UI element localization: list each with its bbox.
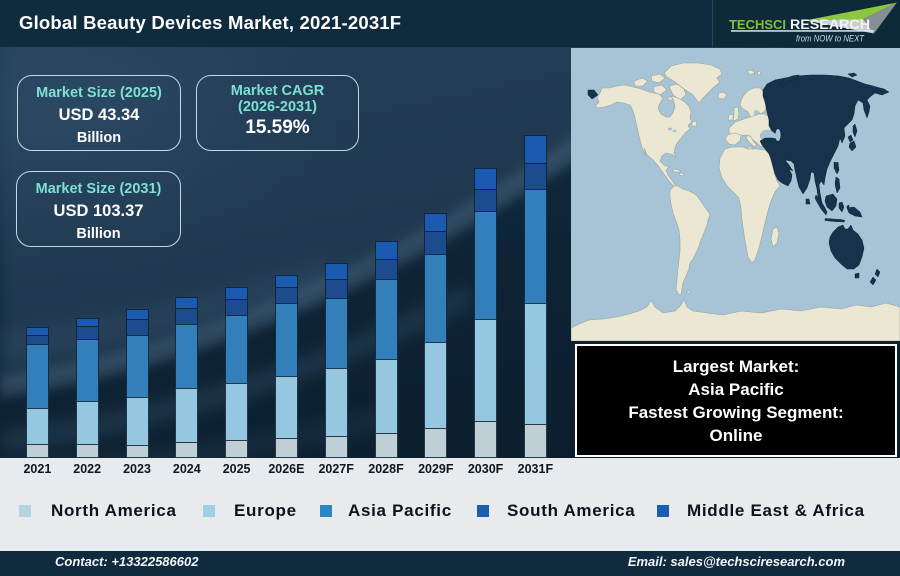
svg-text:TECHSCI: TECHSCI	[729, 18, 786, 32]
svg-text:RESEARCH: RESEARCH	[790, 17, 870, 32]
svg-text:from NOW to NEXT: from NOW to NEXT	[796, 34, 865, 44]
